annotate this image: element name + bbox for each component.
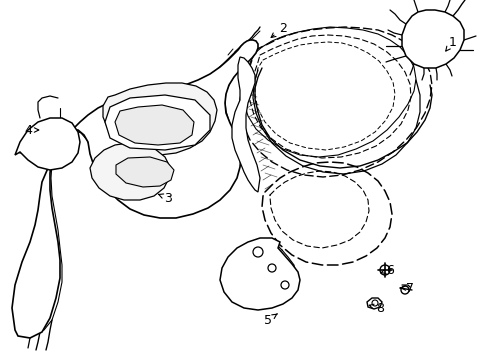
Polygon shape [90, 143, 170, 200]
Polygon shape [220, 238, 299, 310]
Polygon shape [115, 105, 194, 145]
Text: 2: 2 [270, 22, 286, 37]
Text: 8: 8 [368, 302, 383, 315]
Polygon shape [401, 10, 463, 68]
Polygon shape [116, 157, 174, 187]
Text: 5: 5 [264, 314, 277, 327]
Text: 3: 3 [158, 192, 172, 204]
Text: 1: 1 [445, 36, 456, 51]
Polygon shape [366, 298, 381, 309]
Polygon shape [15, 118, 80, 170]
Polygon shape [105, 95, 209, 150]
Text: 6: 6 [380, 264, 393, 276]
Text: 7: 7 [400, 282, 413, 294]
Polygon shape [12, 40, 258, 338]
Polygon shape [103, 83, 217, 155]
Text: 4: 4 [24, 123, 39, 136]
Polygon shape [231, 57, 260, 192]
